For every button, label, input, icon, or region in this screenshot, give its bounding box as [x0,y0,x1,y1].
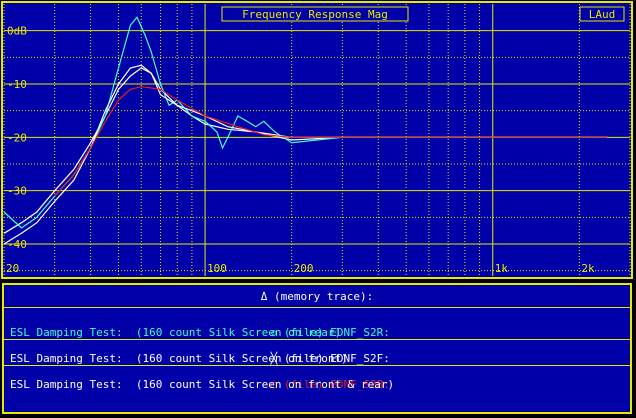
tick-labels: 20 100 200 1k 2k 0dB -10 -20 -30 -40 [6,25,595,275]
y-tick-label: -10 [7,78,27,91]
legend-file-2-name: (file) EDNF_S2F: [283,352,390,365]
chart-title: Frequency Response Mag [242,8,388,21]
y-tick-label: -30 [7,185,27,198]
legend-desc-1: ESL Damping Test: (160 count Silk Screen… [10,326,342,339]
x-tick-label: 200 [294,262,314,275]
legend-divider [4,307,630,308]
x-tick-label: 2k [581,262,595,275]
series-line-circle [54,86,608,197]
title-box [221,6,409,22]
diamond-marker-icon: ◇ [270,326,278,339]
legend-desc-3: ESL Damping Test: (160 count Silk Screen… [10,378,395,391]
y-tick-label: 0dB [7,25,27,38]
y-tick-label: -40 [7,238,27,251]
memory-trace-label: Δ (memory trace): [260,290,374,303]
badge-box[interactable] [579,6,625,22]
legend-file-2: ╳ (file) EDNF_S2F: [4,341,630,377]
x-marker-icon: ╳ [270,352,278,365]
circle-marker-icon: ○ [270,378,278,391]
legend-panel: Δ (memory trace): ◇ (file) EDNF_S2R: ESL… [2,283,632,414]
x-tick-label: 20 [6,262,19,275]
x-tick-label: 100 [207,262,227,275]
legend-file-3-name: (file) EDNF_S2B: [283,378,390,391]
legend-divider [4,365,630,366]
legend-file-1-name: (file) EDNF_S2R: [283,326,390,339]
legend-file-1: ◇ (file) EDNF_S2R: [4,315,630,351]
series-layer [3,16,608,245]
legend-file-3: ○ (file) EDNF_S2B: [4,367,630,403]
legend-desc-2: ESL Damping Test: (160 count Silk Screen… [10,352,348,365]
x-tick-label: 1k [495,262,509,275]
laud-badge[interactable]: LAud [589,8,616,21]
y-tick-label: -20 [7,131,27,144]
legend-divider [4,339,630,340]
